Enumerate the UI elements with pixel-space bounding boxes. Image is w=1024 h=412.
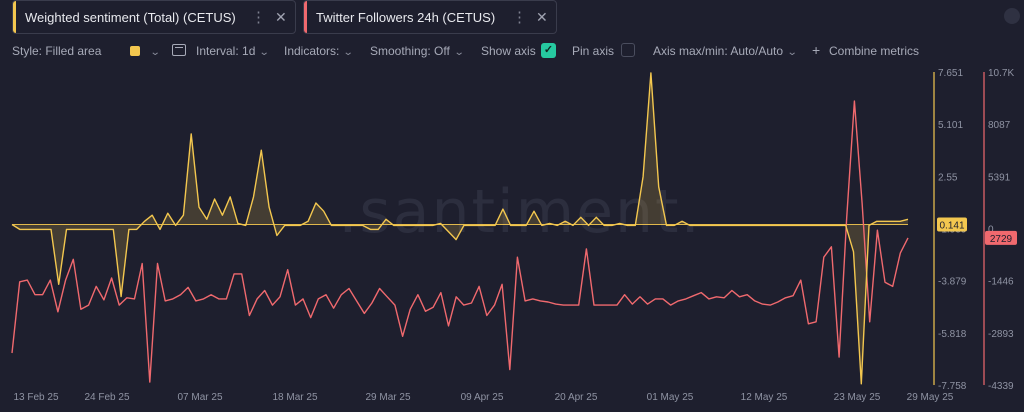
x-axis-tick: 29 Mar 25 — [365, 392, 410, 403]
followers-axis-tick: 0 — [988, 225, 994, 236]
circle-icon[interactable] — [1004, 8, 1020, 24]
axis-maxmin-selector[interactable]: Axis max/min: Auto/Auto ⌄ — [653, 44, 798, 58]
interval-selector[interactable]: Interval: 1d ⌄ — [196, 44, 271, 58]
sentiment-value-label: 0.141 — [939, 221, 964, 232]
sentiment-value-badge — [937, 217, 967, 232]
axis-maxmin-label: Axis max/min: Auto/Auto — [653, 44, 784, 58]
smoothing-selector[interactable]: Smoothing: Off ⌄ — [370, 44, 465, 58]
x-axis-tick: 12 May 25 — [741, 392, 788, 403]
sentiment-axis-tick: 5.101 — [938, 120, 963, 131]
followers-axis-tick: 8087 — [988, 120, 1011, 131]
chevron-down-icon[interactable]: ⌄ — [149, 47, 161, 58]
chevron-down-icon: ⌄ — [259, 47, 271, 58]
x-axis-tick: 20 Apr 25 — [555, 392, 598, 403]
plus-icon[interactable]: + — [812, 42, 821, 58]
close-icon[interactable]: ✕ — [275, 8, 287, 25]
x-axis-tick: 18 Mar 25 — [272, 392, 317, 403]
chevron-down-icon: ⌄ — [786, 47, 798, 58]
followers-axis-tick: -2893 — [988, 329, 1014, 340]
followers-axis-tick: -4339 — [988, 381, 1014, 392]
color-swatch[interactable] — [130, 46, 140, 56]
combine-metrics-button[interactable]: Combine metrics — [829, 44, 920, 58]
metric-tabs: Weighted sentiment (Total) (CETUS) ⋮ ✕ T… — [0, 0, 1024, 36]
tab-label: Weighted sentiment (Total) (CETUS) — [25, 9, 236, 25]
style-label: Style: Filled area — [12, 44, 102, 58]
calendar-icon — [172, 44, 186, 56]
sentiment-axis-tick: -7.758 — [938, 381, 967, 392]
x-axis-tick: 09 Apr 25 — [461, 392, 504, 403]
x-axis-tick: 23 May 25 — [834, 392, 881, 403]
sentiment-axis-tick: 7.651 — [938, 68, 963, 79]
tab-color-bar — [13, 1, 16, 33]
smoothing-label: Smoothing: Off — [370, 44, 450, 58]
show-axis-checkbox[interactable]: ✓ — [541, 43, 556, 58]
interval-label: Interval: 1d — [196, 44, 256, 58]
x-axis-tick: 24 Feb 25 — [84, 392, 129, 403]
more-options-icon[interactable]: ⋮ — [251, 9, 266, 26]
followers-axis-tick: 10.7K — [988, 68, 1014, 79]
close-icon[interactable]: ✕ — [536, 8, 548, 25]
sentiment-axis-tick: -3.879 — [938, 277, 967, 288]
followers-axis-tick: -1446 — [988, 277, 1014, 288]
sentiment-axis-tick: -5.818 — [938, 329, 967, 340]
style-selector[interactable]: Style: Filled area — [12, 44, 101, 58]
tab-label: Twitter Followers 24h (CETUS) — [316, 9, 496, 25]
more-options-icon[interactable]: ⋮ — [512, 9, 527, 26]
chart-toolbar: Style: Filled area ⌄ Interval: 1d ⌄ Indic… — [0, 38, 1024, 64]
tab-color-bar — [304, 1, 307, 33]
show-axis-label: Show axis — [481, 44, 536, 58]
tab-twitter-followers[interactable]: Twitter Followers 24h (CETUS) ⋮ ✕ — [303, 0, 557, 34]
indicators-selector[interactable]: Indicators: ⌄ — [284, 44, 355, 58]
sentiment-line — [11, 72, 909, 385]
followers-line — [11, 100, 909, 383]
followers-value-label: 2729 — [990, 234, 1013, 245]
chevron-down-icon: ⌄ — [453, 47, 465, 58]
x-axis-tick: 07 Mar 25 — [177, 392, 222, 403]
chevron-down-icon: ⌄ — [343, 47, 355, 58]
x-axis-tick: 01 May 25 — [647, 392, 694, 403]
pin-axis-checkbox[interactable] — [621, 43, 635, 57]
watermark: .santiment. — [338, 177, 701, 247]
followers-axis-tick: 5391 — [988, 172, 1011, 183]
x-axis-tick: 29 May 25 — [907, 392, 954, 403]
tab-weighted-sentiment[interactable]: Weighted sentiment (Total) (CETUS) ⋮ ✕ — [12, 0, 296, 34]
pin-axis-label: Pin axis — [572, 44, 615, 58]
followers-value-badge — [985, 230, 1017, 245]
x-axis-tick: 13 Feb 25 — [13, 392, 58, 403]
sentiment-axis-tick: 2.55 — [938, 172, 958, 183]
sentiment-area-fill — [12, 73, 908, 384]
indicators-label: Indicators: — [284, 44, 340, 58]
